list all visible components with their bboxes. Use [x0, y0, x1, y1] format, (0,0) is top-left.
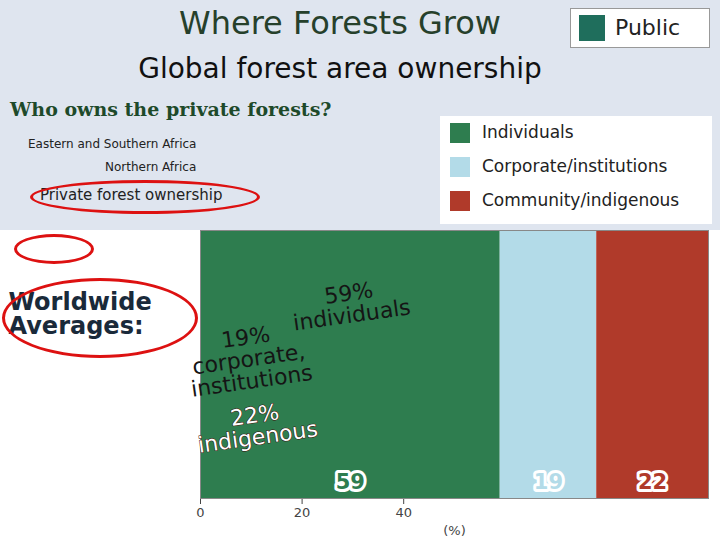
html-text:Individuals: Individuals [482, 122, 574, 142]
html-text:Community/indigenous: Community/indigenous [482, 190, 680, 210]
html-text:Private forest ownership: Private forest ownership [40, 186, 223, 204]
svg-text:22: 22 [638, 470, 667, 494]
svg-text:19%corporate,institutions: 19%corporate,institutions [183, 316, 314, 401]
html-text:Northern Africa: Northern Africa [105, 160, 197, 174]
svg-text:19: 19 [534, 470, 563, 494]
svg-text:20: 20 [294, 505, 311, 520]
svg-text:0: 0 [196, 505, 204, 520]
html-text:Global forest area ownership: Global forest area ownership [138, 52, 542, 85]
html-text:Corporate/institutions: Corporate/institutions [482, 156, 668, 176]
html-text:Where Forests Grow: Where Forests Grow [179, 4, 501, 42]
svg-text:WorldwideAverages:: WorldwideAverages: [9, 288, 152, 340]
html-text:Eastern and Southern Africa: Eastern and Southern Africa [28, 137, 197, 151]
svg-text:59: 59 [336, 470, 365, 494]
html-text:Public: Public [615, 15, 681, 40]
svg-text:22%indigenous: 22%indigenous [193, 394, 319, 457]
html-text:Who owns the private forests?: Who owns the private forests? [10, 98, 332, 120]
svg-text:(%): (%) [443, 523, 466, 538]
svg-text:40: 40 [395, 505, 412, 520]
svg-text:59%individuals: 59%individuals [288, 273, 412, 336]
